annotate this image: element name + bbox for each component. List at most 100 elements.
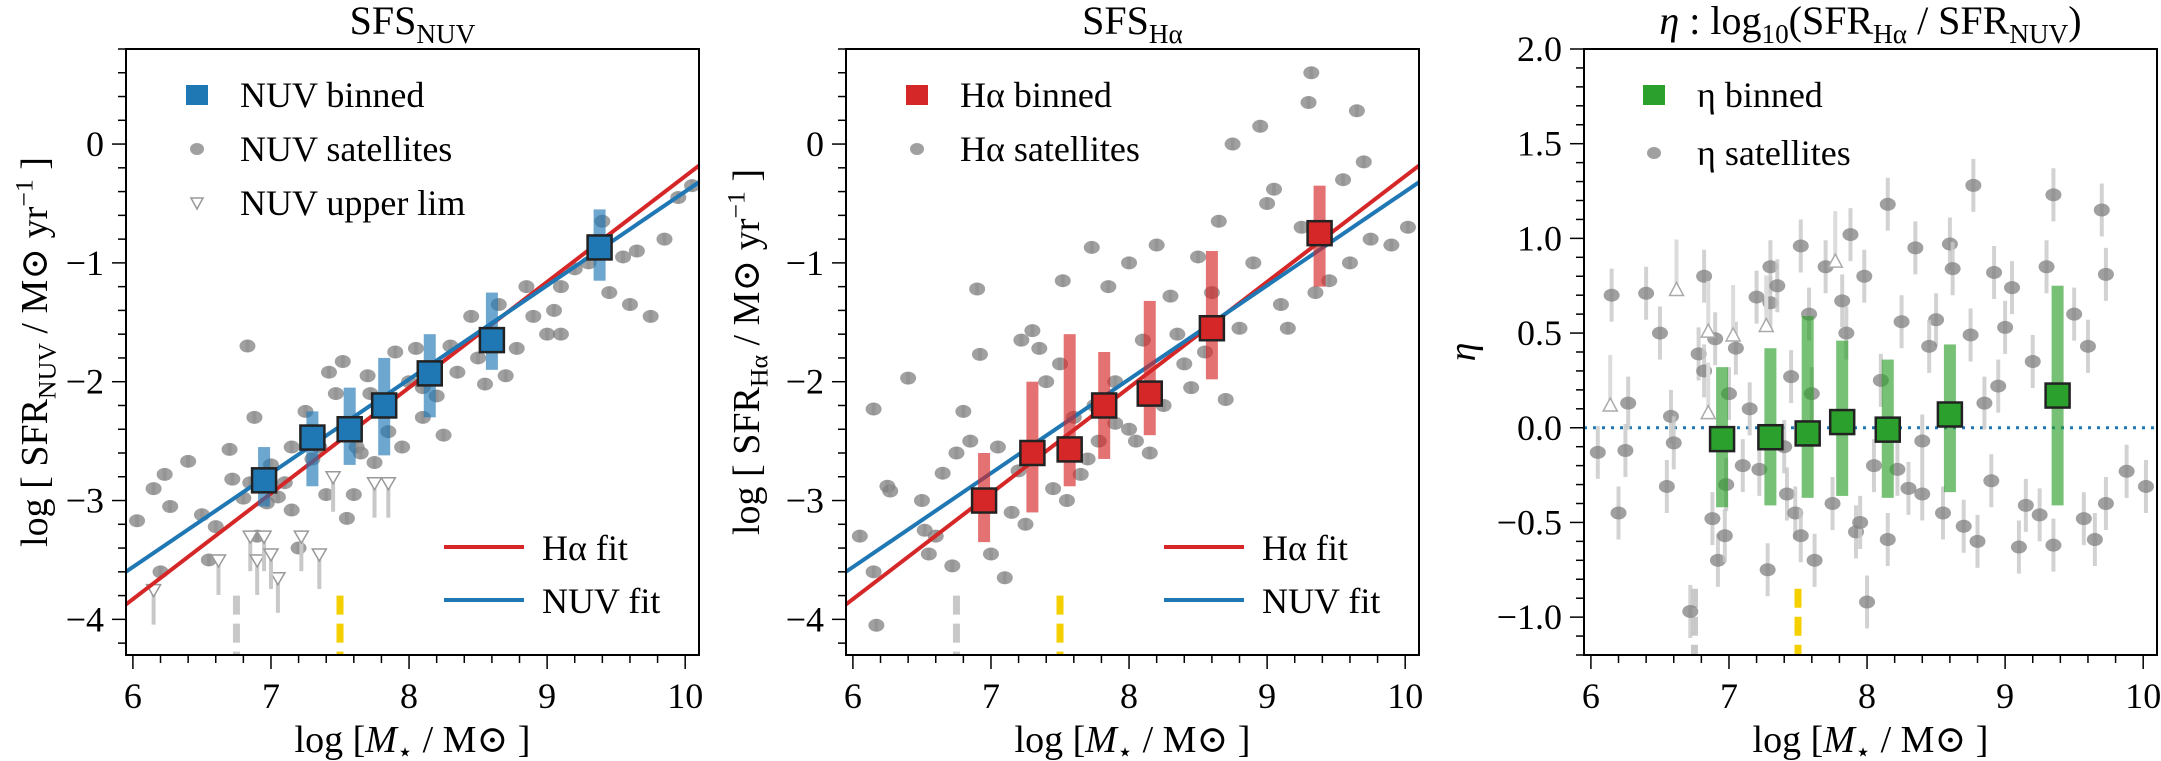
satellite-point	[1769, 259, 1786, 313]
satellite-dot	[1824, 497, 1841, 510]
satellite-dot	[1127, 434, 1144, 448]
satellite-dot	[145, 482, 162, 496]
y-axis-label: log [ SFRHα / M⊙ yr−1 ]	[722, 169, 774, 535]
satellite-point	[982, 547, 999, 561]
satellite-dot	[1792, 529, 1809, 543]
satellite-dot	[1976, 396, 1993, 410]
satellite-dot	[1665, 436, 1682, 450]
lower-limit-triangle	[1827, 252, 1844, 268]
satellite-point	[318, 488, 335, 502]
satellite-dot	[1335, 173, 1352, 187]
satellite-dot	[982, 547, 999, 561]
binned-point	[1794, 316, 1821, 498]
y-tick-label: 0.5	[1517, 313, 1562, 353]
text-segment: / M⊙ ]	[1871, 719, 1988, 761]
binned-point	[336, 387, 363, 465]
binned-square	[1874, 416, 1902, 443]
satellite-dot	[508, 341, 525, 355]
satellite-point	[1210, 214, 1227, 228]
satellite-point	[1997, 300, 2014, 354]
upper-limit-point	[262, 548, 280, 589]
x-tick-label: 7	[262, 676, 280, 716]
satellite-dot	[2086, 532, 2103, 546]
satellite-point	[552, 327, 569, 341]
satellite-point	[1638, 266, 1655, 320]
satellite-point	[621, 297, 638, 311]
satellite-dot	[969, 282, 986, 296]
satellite-dot	[1307, 286, 1324, 300]
legend-square-marker	[186, 85, 208, 105]
y-axis-label: η	[1442, 343, 1484, 362]
satellite-point	[1969, 514, 1986, 568]
satellite-dot	[129, 514, 146, 528]
satellite-dot	[334, 355, 351, 369]
satellite-point	[1865, 439, 1882, 493]
upper-limit-point	[269, 572, 287, 613]
satellite-point	[920, 547, 937, 561]
satellite-point	[2097, 476, 2114, 531]
satellite-dot	[621, 297, 638, 311]
satellite-dot	[476, 377, 493, 391]
satellite-point	[865, 402, 882, 416]
legend-item: η binned	[1643, 75, 1823, 115]
lower-limit-triangle	[1601, 396, 1619, 412]
satellite-dot	[1893, 315, 1910, 329]
satellite-dot	[1293, 220, 1310, 234]
satellite-point	[1955, 499, 1972, 553]
satellite-point	[1893, 295, 1910, 349]
satellite-dot	[1842, 228, 1859, 242]
satellite-dot	[1900, 481, 1917, 495]
satellite-point	[1107, 416, 1124, 430]
satellite-point	[948, 446, 965, 460]
satellite-dot	[1834, 294, 1851, 308]
satellite-dot	[1986, 265, 2003, 279]
binned-square	[1708, 425, 1736, 453]
text-segment: M	[364, 719, 399, 761]
text-segment: SFS	[1082, 0, 1149, 43]
satellite-point	[1704, 492, 1721, 546]
text-segment: : log	[1679, 0, 1761, 43]
lower-limit-point	[1700, 281, 1717, 338]
satellite-point	[1879, 512, 1896, 566]
satellite-point	[934, 466, 951, 480]
satellite-dot	[920, 547, 937, 561]
upper-limit-triangle	[248, 554, 266, 569]
text-segment: )	[2068, 0, 2081, 43]
satellite-point	[1279, 321, 1296, 335]
binned-square	[1136, 380, 1164, 407]
satellite-point	[145, 482, 162, 496]
text-segment: M	[1084, 719, 1119, 761]
satellite-point	[1921, 319, 1938, 373]
lower-limit-triangle	[1700, 404, 1717, 420]
satellite-point	[851, 529, 868, 543]
satellite-point	[394, 440, 411, 454]
legend-item: Hα satellites	[910, 129, 1140, 169]
satellite-point	[1335, 173, 1352, 187]
satellite-dot	[1806, 553, 1823, 567]
satellite-point	[283, 503, 300, 517]
satellite-dot	[944, 559, 961, 573]
satellite-dot	[1879, 532, 1896, 546]
satellite-dot	[1259, 196, 1276, 210]
satellite-point	[1852, 495, 1869, 549]
satellite-dot	[900, 371, 917, 385]
lower-limit-point	[1601, 355, 1619, 412]
satellite-point	[1709, 533, 1726, 587]
satellite-point	[1748, 270, 1765, 324]
satellite-dot	[1990, 379, 2007, 393]
satellite-point	[1383, 238, 1400, 252]
panel-title: SFSNUV	[350, 0, 476, 49]
binned-point	[1828, 340, 1856, 496]
satellite-dot	[2118, 464, 2135, 478]
satellite-dot	[1783, 370, 1800, 384]
satellite-dot	[518, 280, 535, 294]
satellite-dot	[2045, 188, 2062, 202]
satellite-point	[1031, 341, 1048, 355]
satellite-point	[1986, 245, 2003, 299]
text-segment: 10	[1761, 19, 1788, 49]
satellite-point	[1806, 533, 1823, 587]
satellite-dot	[387, 345, 404, 359]
satellite-dot	[1169, 327, 1186, 341]
binned-point	[1056, 334, 1083, 487]
satellite-point	[1859, 575, 1876, 629]
